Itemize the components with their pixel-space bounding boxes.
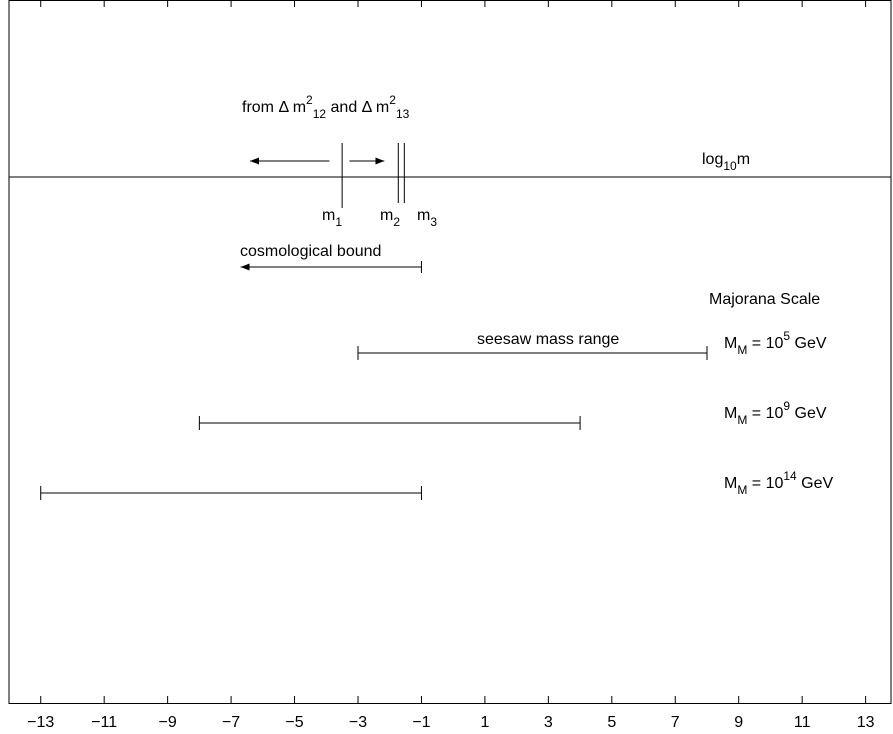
mass-label-part: 1 — [335, 215, 342, 229]
axis-label-part: m — [737, 151, 750, 168]
x-tick-label: −1 — [412, 714, 430, 731]
mass-label: m1 — [322, 207, 342, 229]
x-tick-label: 3 — [544, 714, 553, 731]
range-scale-label-part: = 10 — [747, 335, 783, 352]
bound-label: cosmological bound — [240, 243, 381, 260]
plot-frame — [8, 0, 892, 704]
mass-label-part: 2 — [393, 215, 400, 229]
range-scale-label-part: = 10 — [747, 475, 783, 492]
title-part: 12 — [313, 107, 327, 121]
x-tick-label: 9 — [734, 714, 743, 731]
range-scale-label-part: M — [737, 343, 747, 357]
x-tick-label: 5 — [607, 714, 616, 731]
mass-label: m2 — [380, 207, 400, 229]
range-scale-label: MM = 105 GeV — [724, 329, 827, 357]
range-scale-label-part: GeV — [790, 405, 827, 422]
x-tick-label: −13 — [27, 714, 54, 731]
axis-label-part: log — [702, 151, 723, 168]
x-tick-label: −9 — [159, 714, 177, 731]
range-scale-label-part: = 10 — [747, 405, 783, 422]
range-scale-label-part: M — [724, 405, 737, 422]
range-scale-label-part: 14 — [783, 469, 797, 483]
mass-label-part: 3 — [430, 215, 437, 229]
range-scale-label-part: GeV — [797, 475, 834, 492]
x-tick-label: 1 — [480, 714, 489, 731]
range-scale-label-part: GeV — [790, 335, 827, 352]
range-scale-label: MM = 109 GeV — [724, 399, 827, 427]
range-label: seesaw mass range — [477, 331, 619, 348]
title-part: from Δ m — [242, 99, 306, 116]
range-scale-label-part: M — [724, 475, 737, 492]
mass-label-part: m — [380, 207, 393, 224]
mass-label-part: m — [417, 207, 430, 224]
x-tick-label: 13 — [857, 714, 875, 731]
range-scale-label-part: M — [724, 335, 737, 352]
mass-label-part: m — [322, 207, 335, 224]
x-tick-label: −3 — [349, 714, 367, 731]
x-tick-label: −7 — [222, 714, 240, 731]
title-part: 13 — [396, 107, 410, 121]
title-part: and Δ m — [326, 99, 389, 116]
legend-title: Majorana Scale — [709, 291, 820, 308]
title-part: 2 — [389, 93, 396, 107]
axis-label-part: 10 — [723, 159, 737, 173]
range-scale-label-part: M — [737, 413, 747, 427]
x-tick-label: 7 — [671, 714, 680, 731]
range-scale-label-part: M — [737, 483, 747, 497]
mass-label: m3 — [417, 207, 437, 229]
x-tick-label: −5 — [285, 714, 303, 731]
range-scale-label-part: 9 — [783, 399, 790, 413]
range-scale-label: MM = 1014 GeV — [724, 469, 834, 497]
title-part: 2 — [306, 93, 313, 107]
axis-label: log10m — [702, 151, 750, 173]
range-scale-label-part: 5 — [783, 329, 790, 343]
title: from Δ m212 and Δ m213 — [242, 93, 410, 121]
x-tick-label: −11 — [91, 714, 117, 731]
x-tick-label: 11 — [794, 714, 811, 731]
